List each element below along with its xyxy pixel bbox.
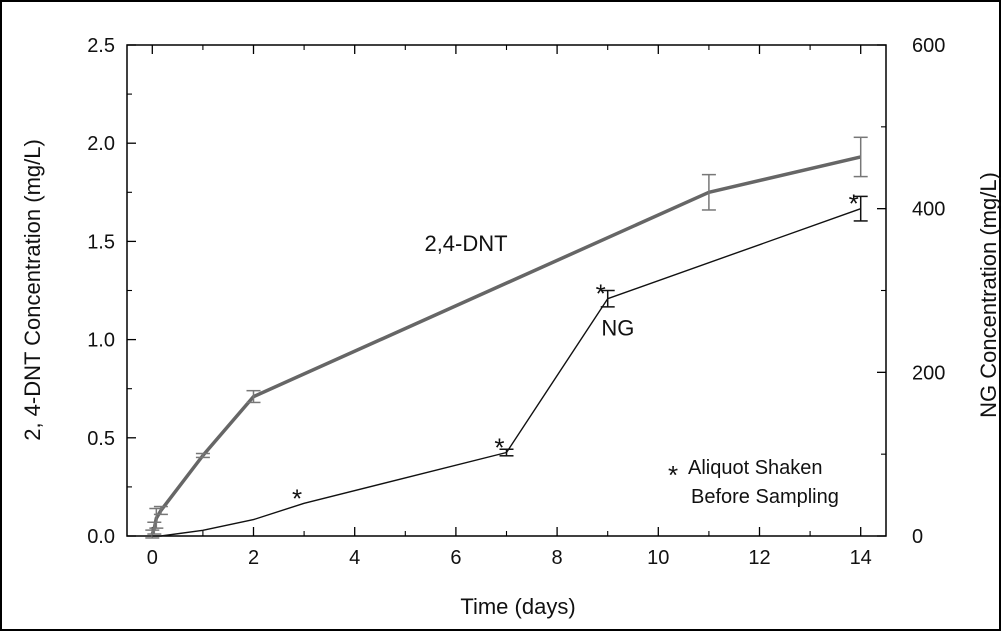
x-tick-label: 8 — [552, 547, 563, 569]
shaken-marker: * — [494, 433, 504, 463]
y2-tick-label: 200 — [912, 362, 945, 384]
legend-note-line1: Aliquot Shaken — [688, 457, 823, 479]
shaken-marker: * — [292, 483, 302, 513]
series-line-ng — [152, 208, 861, 537]
y-tick-label: 1.5 — [87, 231, 115, 253]
y-axis-label: 2, 4-DNT Concentration (mg/L) — [20, 139, 45, 441]
y-tick-label: 1.0 — [87, 330, 115, 352]
x-axis-label: Time (days) — [460, 594, 575, 619]
shaken-marker: * — [596, 279, 606, 309]
shaken-marker: * — [849, 189, 859, 219]
x-tick-label: 4 — [349, 547, 360, 569]
y-tick-label: 0.5 — [87, 428, 115, 450]
y-tick-label: 2.0 — [87, 133, 115, 155]
legend-note-line2: Before Sampling — [691, 486, 839, 508]
series-layer — [145, 136, 868, 539]
annotation-layer: 2,4-DNT NG * * * * — [292, 189, 859, 514]
x-tick-label: 6 — [450, 547, 461, 569]
y2-tick-label: 600 — [912, 35, 945, 57]
legend-note-marker: * — [668, 460, 678, 490]
y2-tick-label: 400 — [912, 199, 945, 221]
x-tick-label: 12 — [748, 547, 770, 569]
ticks-layer: 0 2 4 6 8 10 12 14 0.0 0.5 1.0 1.5 2.0 2.5 0 200 400 600 — [87, 35, 945, 569]
y-tick-label: 2.5 — [87, 35, 115, 57]
x-tick-label: 0 — [147, 547, 158, 569]
x-tick-label: 14 — [850, 547, 872, 569]
x-tick-label: 10 — [647, 547, 669, 569]
x-tick-label: 2 — [248, 547, 259, 569]
series-label: 2,4-DNT — [424, 231, 507, 256]
series-label: NG — [601, 316, 634, 341]
y2-axis-label: NG Concentration (mg/L) — [976, 172, 1001, 418]
y2-tick-label: 0 — [912, 526, 923, 548]
y-tick-label: 0.0 — [87, 526, 115, 548]
